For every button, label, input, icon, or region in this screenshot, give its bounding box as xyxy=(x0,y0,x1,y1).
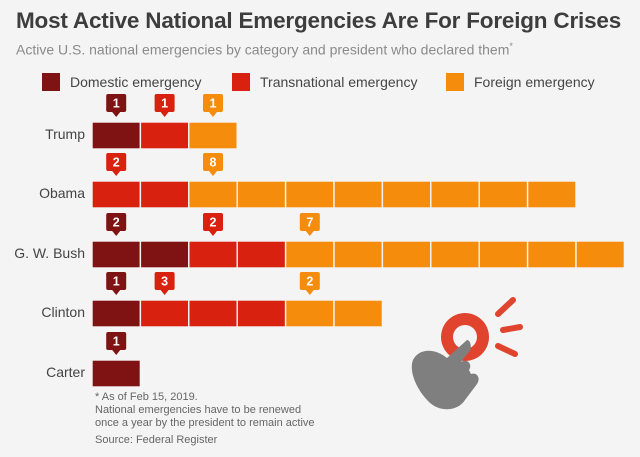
bar-obama-transnational-unit-2 xyxy=(139,180,190,209)
bar-obama-transnational-unit-1 xyxy=(91,180,142,209)
data-label-trump-domestic: 1 xyxy=(113,97,120,111)
bar-obama-foreign-unit-1 xyxy=(188,180,238,209)
data-label-badge-trump-domestic xyxy=(106,94,127,112)
legend-label-foreign: Foreign emergency xyxy=(474,74,595,90)
data-label-pointer-trump-foreign xyxy=(209,112,217,117)
data-label-pointer-obama-transnational xyxy=(112,171,121,176)
bar-obama-foreign-unit-4 xyxy=(333,180,384,209)
data-label-pointer-obama-foreign xyxy=(209,171,217,176)
bar-g-w-bush-transnational-unit-2 xyxy=(236,240,287,269)
chart-title: Most Active National Emergencies Are For… xyxy=(16,8,622,33)
bar-clinton-foreign-unit-2 xyxy=(333,299,384,328)
data-label-badge-clinton-transnational xyxy=(154,272,175,290)
bar-g-w-bush-foreign-unit-4 xyxy=(430,240,480,269)
source-note: Source: Federal Register xyxy=(95,434,218,446)
subtitle-footnote-mark: * xyxy=(509,41,513,51)
bar-obama-foreign-unit-3 xyxy=(284,180,335,209)
data-label-trump-transnational: 1 xyxy=(161,97,168,111)
legend-swatch-foreign xyxy=(446,73,464,91)
bar-obama-foreign-unit-7 xyxy=(478,180,529,209)
bar-clinton-domestic-unit-1 xyxy=(91,299,142,328)
data-label-badge-clinton-foreign xyxy=(299,272,320,290)
click-hand-icon xyxy=(411,297,523,410)
data-label-g-w-bush-domestic: 2 xyxy=(113,216,120,230)
data-label-badge-carter-domestic xyxy=(106,332,127,350)
footnote-line-3: once a year by the president to remain a… xyxy=(95,417,315,429)
bar-trump-transnational-unit-1 xyxy=(139,121,190,150)
category-label-bush: G. W. Bush xyxy=(14,245,85,261)
bar-obama-foreign-unit-8 xyxy=(526,180,577,209)
bar-obama-foreign-unit-5 xyxy=(381,180,432,209)
bar-clinton-transnational-unit-1 xyxy=(139,299,190,328)
legend-swatch-transnational xyxy=(232,73,250,91)
data-label-pointer-clinton-domestic xyxy=(112,290,121,295)
category-label-clinton: Clinton xyxy=(41,304,85,320)
data-label-pointer-g-w-bush-transnational xyxy=(209,231,217,236)
data-label-obama-transnational: 2 xyxy=(113,156,120,170)
category-label-obama: Obama xyxy=(39,185,85,201)
bar-g-w-bush-foreign-unit-1 xyxy=(284,240,335,269)
bar-g-w-bush-domestic-unit-1 xyxy=(91,240,142,269)
data-label-g-w-bush-transnational: 2 xyxy=(210,216,217,230)
bar-g-w-bush-foreign-unit-2 xyxy=(333,240,384,269)
category-label-carter: Carter xyxy=(46,364,85,380)
footnote-line-2: National emergencies have to be renewed xyxy=(95,404,302,416)
category-label-trump: Trump xyxy=(45,126,85,142)
footnote-line-1: * As of Feb 15, 2019. xyxy=(95,391,198,403)
data-label-pointer-g-w-bush-foreign xyxy=(305,231,314,236)
data-label-badge-g-w-bush-domestic xyxy=(106,213,127,231)
bar-clinton-transnational-unit-2 xyxy=(188,299,238,328)
bar-g-w-bush-foreign-unit-5 xyxy=(478,240,529,269)
subtitle-text: Active U.S. national emergencies by cate… xyxy=(16,41,510,58)
legend-label-domestic: Domestic emergency xyxy=(70,74,202,90)
data-label-clinton-domestic: 1 xyxy=(113,275,120,289)
legend-label-transnational: Transnational emergency xyxy=(260,74,418,90)
data-label-badge-g-w-bush-foreign xyxy=(299,213,320,231)
data-label-pointer-trump-domestic xyxy=(112,112,121,117)
data-label-pointer-g-w-bush-domestic xyxy=(112,231,121,236)
data-label-carter-domestic: 1 xyxy=(113,335,120,349)
data-label-obama-foreign: 8 xyxy=(210,156,217,170)
data-label-g-w-bush-foreign: 7 xyxy=(306,216,313,230)
data-label-pointer-clinton-foreign xyxy=(305,290,314,295)
data-label-badge-trump-transnational xyxy=(154,94,175,112)
chart-subtitle: Active U.S. national emergencies by cate… xyxy=(16,41,513,58)
bar-obama-foreign-unit-6 xyxy=(430,180,480,209)
data-label-badge-obama-transnational xyxy=(106,153,127,171)
data-label-trump-foreign: 1 xyxy=(210,97,217,111)
bar-obama-foreign-unit-2 xyxy=(236,180,287,209)
bar-g-w-bush-foreign-unit-6 xyxy=(526,240,577,269)
bar-carter-domestic-unit-1 xyxy=(91,359,142,388)
bar-g-w-bush-foreign-unit-7 xyxy=(575,240,626,269)
data-label-badge-clinton-domestic xyxy=(106,272,127,290)
bar-trump-domestic-unit-1 xyxy=(91,121,142,150)
data-label-pointer-carter-domestic xyxy=(112,350,121,355)
bar-g-w-bush-foreign-unit-3 xyxy=(381,240,432,269)
data-label-pointer-trump-transnational xyxy=(160,112,169,117)
data-label-pointer-clinton-transnational xyxy=(160,290,169,295)
data-label-badge-obama-foreign xyxy=(203,153,223,171)
data-label-badge-g-w-bush-transnational xyxy=(203,213,223,231)
data-label-clinton-foreign: 2 xyxy=(306,275,313,289)
bar-g-w-bush-domestic-unit-2 xyxy=(139,240,190,269)
bar-clinton-foreign-unit-1 xyxy=(284,299,335,328)
data-label-clinton-transnational: 3 xyxy=(161,275,168,289)
data-label-badge-trump-foreign xyxy=(203,94,223,112)
bar-g-w-bush-transnational-unit-1 xyxy=(188,240,238,269)
bar-clinton-transnational-unit-3 xyxy=(236,299,287,328)
legend-swatch-domestic xyxy=(42,73,60,91)
bar-trump-foreign-unit-1 xyxy=(188,121,238,150)
